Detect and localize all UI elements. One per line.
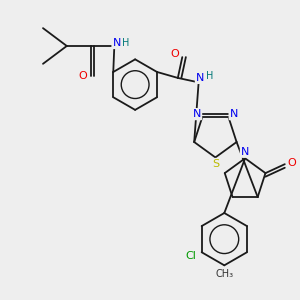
Text: CH₃: CH₃ — [215, 269, 233, 279]
Text: O: O — [288, 158, 297, 168]
Text: N: N — [230, 109, 238, 119]
Text: Cl: Cl — [185, 251, 196, 261]
Text: N: N — [196, 73, 204, 83]
Text: N: N — [193, 109, 201, 119]
Text: N: N — [112, 38, 121, 48]
Text: N: N — [241, 147, 249, 157]
Text: H: H — [122, 38, 129, 48]
Text: H: H — [206, 71, 214, 81]
Text: S: S — [212, 159, 219, 169]
Text: O: O — [79, 71, 88, 81]
Text: O: O — [170, 49, 179, 59]
